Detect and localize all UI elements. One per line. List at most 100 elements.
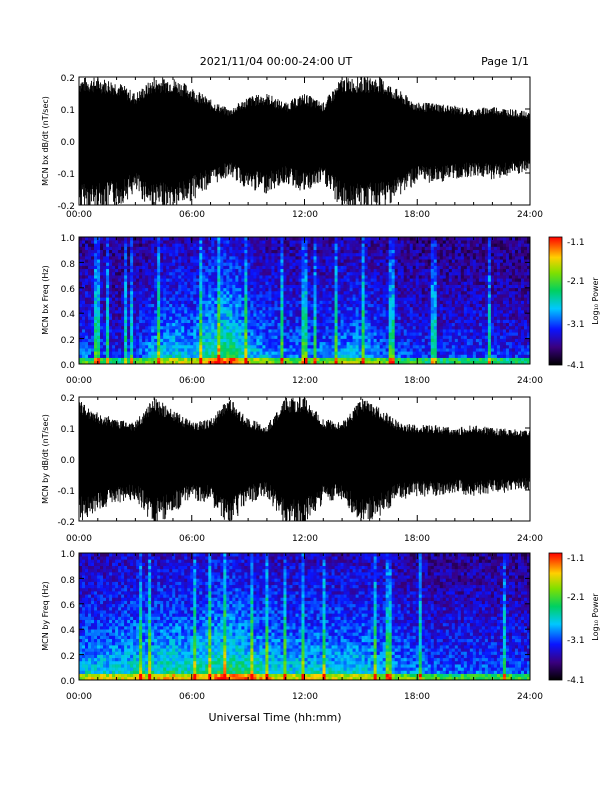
spectrogram-cell	[436, 249, 441, 254]
spectrogram-cell	[196, 290, 200, 295]
spectrogram-cell	[310, 284, 314, 289]
spectrogram-cell	[163, 249, 167, 254]
spectrogram-cell	[262, 332, 266, 336]
spectrogram-cell	[430, 265, 435, 270]
spectrogram-cell	[238, 329, 242, 333]
spectrogram-cell	[247, 348, 251, 352]
spectrogram-cell	[223, 290, 227, 295]
spectrogram-cell	[103, 259, 107, 263]
spectrogram-cell	[178, 329, 182, 333]
spectrogram-cell	[193, 287, 197, 292]
spectrogram-cell	[298, 354, 302, 358]
spectrogram-cell	[298, 360, 302, 365]
spectrogram-cell	[268, 310, 272, 314]
spectrogram-cell	[220, 360, 224, 365]
spectrogram-cell	[187, 335, 191, 339]
spectrogram-cell	[166, 341, 170, 346]
spectrogram-cell	[163, 338, 167, 343]
spectrogram-cell	[223, 281, 227, 285]
spectrogram-cell	[271, 300, 275, 304]
spectrogram-cell	[346, 348, 350, 352]
spectrogram-cell	[247, 246, 251, 250]
spectrogram-cell	[328, 278, 332, 282]
spectrogram-cell	[214, 332, 218, 336]
spectrogram-cell	[364, 300, 368, 304]
spectrogram-cell	[367, 335, 371, 339]
spectrogram-cell	[148, 265, 152, 270]
spectrogram-cell	[184, 252, 188, 257]
spectrogram-cell	[115, 243, 119, 247]
spectrogram-cell	[367, 325, 371, 330]
spectrogram-cell	[304, 243, 308, 247]
spectrogram-cell	[154, 252, 158, 257]
spectrogram-cell	[283, 303, 287, 308]
spectrogram-cell	[268, 275, 272, 279]
spectrogram-cell	[181, 268, 185, 273]
spectrogram-cell	[268, 237, 272, 241]
spectrogram-cell	[337, 325, 341, 330]
spectrogram-cell	[382, 262, 386, 266]
spectrogram-cell	[265, 271, 269, 276]
spectrogram-cell	[226, 252, 230, 257]
spectrogram-cell	[430, 268, 435, 273]
spectrogram-cell	[442, 360, 447, 365]
spectrogram-cell	[328, 256, 332, 260]
spectrogram-cell	[250, 351, 254, 355]
spectrogram-cell	[382, 332, 386, 336]
spectrogram-cell	[166, 249, 170, 254]
spectrogram-cell	[391, 344, 395, 349]
spectrogram-cell	[340, 259, 344, 263]
spectrogram-cell	[202, 332, 206, 336]
spectrogram-cell	[211, 275, 215, 279]
spectrogram-cell	[433, 259, 438, 263]
spectrogram-cell	[325, 290, 329, 295]
spectrogram-cell	[358, 297, 362, 301]
spectrogram-cell	[442, 243, 447, 247]
spectrogram-cell	[319, 246, 323, 250]
spectrogram-cell	[283, 344, 287, 349]
spectrogram-cell	[379, 294, 383, 298]
spectrogram-cell	[145, 310, 149, 314]
spectrogram-cell	[187, 290, 191, 295]
spectrogram-cell	[163, 284, 167, 289]
spectrogram-cell	[190, 284, 194, 289]
spectrogram-cell	[103, 303, 107, 308]
spectrogram-cell	[163, 354, 167, 358]
spectrogram-cell	[136, 310, 140, 314]
spectrogram-cell	[175, 265, 179, 270]
spectrogram-cell	[385, 240, 389, 244]
spectrogram-cell	[349, 271, 353, 276]
bx-dbdt-xtick-12: 12:00	[292, 210, 318, 220]
spectrogram-cell	[343, 335, 347, 339]
spectrogram-cell	[250, 268, 254, 273]
spectrogram-cell	[367, 265, 371, 270]
spectrogram-cell	[319, 360, 323, 365]
spectrogram-cell	[91, 297, 95, 301]
spectrogram-cell	[289, 287, 293, 292]
spectrogram-cell	[211, 294, 215, 298]
spectrogram-cell	[316, 259, 320, 263]
spectrogram-cell	[166, 332, 170, 336]
spectrogram-cell	[118, 290, 122, 295]
spectrogram-cell	[148, 329, 152, 333]
spectrogram-cell	[355, 249, 359, 254]
spectrogram-cell	[241, 262, 245, 266]
spectrogram-cell	[184, 310, 188, 314]
spectrogram-cell	[202, 262, 206, 266]
spectrogram-cell	[331, 351, 335, 355]
spectrogram-cell	[277, 290, 281, 295]
spectrogram-cell	[109, 300, 113, 304]
spectrogram-cell	[418, 344, 423, 349]
spectrogram-cell	[319, 322, 323, 327]
spectrogram-cell	[352, 265, 356, 270]
spectrogram-cell	[355, 252, 359, 257]
spectrogram-cell	[112, 300, 116, 304]
spectrogram-cell	[148, 360, 152, 365]
spectrogram-cell	[331, 319, 335, 324]
spectrogram-cell	[304, 360, 308, 365]
spectrogram-cell	[334, 259, 338, 263]
spectrogram-cell	[400, 325, 405, 330]
spectrogram-cell	[364, 338, 368, 343]
spectrogram-cell	[106, 246, 110, 250]
spectrogram-cell	[250, 335, 254, 339]
